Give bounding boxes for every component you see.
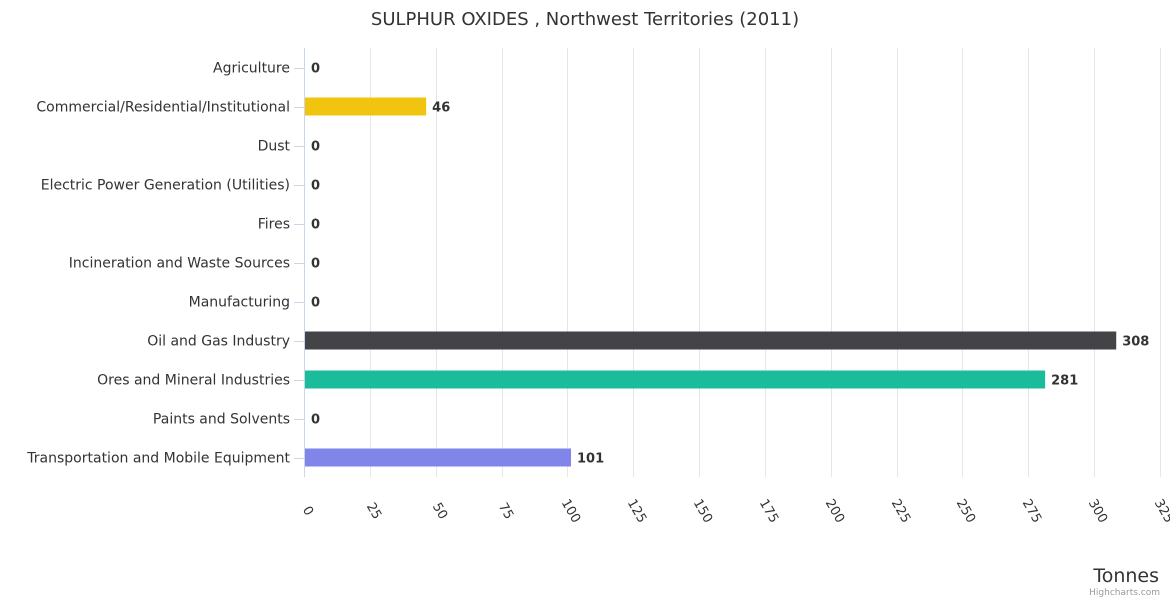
x-tick-label: 250 <box>953 497 978 526</box>
x-tick-label: 75 <box>495 500 516 522</box>
data-label: 0 <box>311 218 320 233</box>
data-label: 281 <box>1051 374 1078 389</box>
data-label: 0 <box>311 62 320 77</box>
category-label: Incineration and Waste Sources <box>69 256 290 272</box>
x-tick-label: 275 <box>1019 497 1044 526</box>
category-label: Transportation and Mobile Equipment <box>26 451 290 467</box>
chart-title: SULPHUR OXIDES , Northwest Territories (… <box>371 9 799 30</box>
x-tick-label: 0 <box>299 504 316 519</box>
category-label: Oil and Gas Industry <box>147 334 290 350</box>
x-tick-label: 150 <box>690 497 715 526</box>
data-label: 0 <box>311 140 320 155</box>
x-tick-label: 200 <box>822 497 847 526</box>
value-axis: 0 25 50 75 100 125 150 175 200 225 250 275 300 325 <box>299 497 1170 526</box>
category-label: Paints and Solvents <box>153 412 290 428</box>
x-tick-label: 225 <box>888 497 913 526</box>
grid-lines <box>304 48 1161 477</box>
x-tick-label: 100 <box>558 497 583 526</box>
data-label: 0 <box>311 296 320 311</box>
x-tick-label: 50 <box>429 500 450 522</box>
category-label: Ores and Mineral Industries <box>97 373 290 389</box>
category-label: Dust <box>258 139 291 155</box>
category-axis: Agriculture Commercial/Residential/Instit… <box>26 48 305 477</box>
category-label: Electric Power Generation (Utilities) <box>41 178 290 194</box>
category-label: Commercial/Residential/Institutional <box>36 100 290 116</box>
data-label: 0 <box>311 413 320 428</box>
bar[interactable] <box>305 331 1117 350</box>
data-labels: 0 46 0 0 0 0 0 308 281 0 101 <box>311 62 1149 467</box>
x-tick-label: 175 <box>756 497 781 526</box>
x-tick-label: 25 <box>363 500 384 522</box>
category-label: Fires <box>258 217 290 233</box>
bar[interactable] <box>305 370 1046 389</box>
category-label: Agriculture <box>213 61 290 77</box>
bar[interactable] <box>305 448 572 467</box>
x-tick-label: 325 <box>1151 497 1170 526</box>
value-axis-title: Tonnes <box>1092 565 1159 587</box>
data-label: 0 <box>311 257 320 272</box>
x-tick-label: 125 <box>624 497 649 526</box>
category-label: Manufacturing <box>189 295 290 311</box>
bar[interactable] <box>305 97 427 116</box>
bar-series <box>305 97 1117 467</box>
data-label: 308 <box>1122 335 1149 350</box>
credits-link[interactable]: Highcharts.com <box>1089 588 1160 598</box>
x-tick-label: 300 <box>1085 497 1110 526</box>
data-label: 0 <box>311 179 320 194</box>
data-label: 46 <box>432 101 450 116</box>
data-label: 101 <box>577 452 604 467</box>
